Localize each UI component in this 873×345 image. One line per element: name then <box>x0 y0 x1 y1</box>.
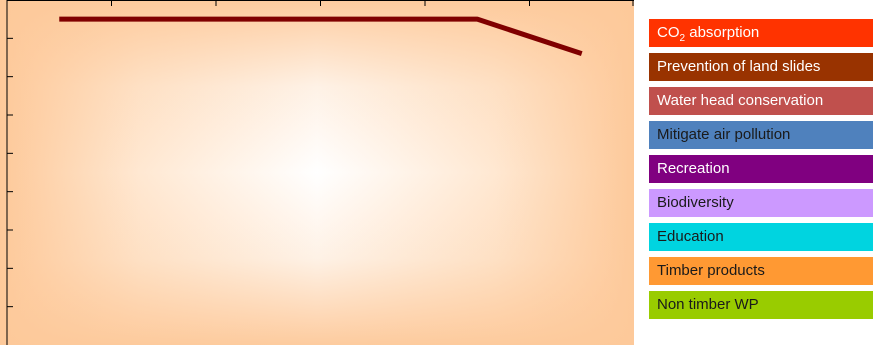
legend-item-2: Prevention of land slides <box>649 53 873 81</box>
series-line-1 <box>59 16 583 57</box>
legend-item-9: Non timber WP <box>649 291 873 319</box>
legend-label: Recreation <box>657 160 730 177</box>
legend-label: Prevention of land slides <box>657 58 821 75</box>
legend-item-1: CO2 absorption <box>649 19 873 47</box>
legend-item-8: Timber products <box>649 257 873 285</box>
legend: CO2 absorption Prevention of land slides W… <box>649 19 873 325</box>
legend-item-6: Biodiversity <box>649 189 873 217</box>
legend-item-3: Water head conservation <box>649 87 873 115</box>
legend-label: Non timber WP <box>657 296 759 313</box>
plot-background-shade <box>0 0 634 345</box>
legend-label: Education <box>657 228 724 245</box>
legend-label-subscript: 2 <box>679 33 686 44</box>
legend-item-7: Education <box>649 223 873 251</box>
legend-item-4: Mitigate air pollution <box>649 121 873 149</box>
legend-label: Water head conservation <box>657 92 824 109</box>
plot-area <box>0 0 634 345</box>
legend-label: Timber products <box>657 262 765 279</box>
legend-label: CO <box>657 24 680 41</box>
legend-label: Biodiversity <box>657 194 734 211</box>
legend-label: Mitigate air pollution <box>657 126 791 143</box>
legend-item-5: Recreation <box>649 155 873 183</box>
legend-label-rest: absorption <box>685 24 760 41</box>
line-chart <box>0 0 634 345</box>
